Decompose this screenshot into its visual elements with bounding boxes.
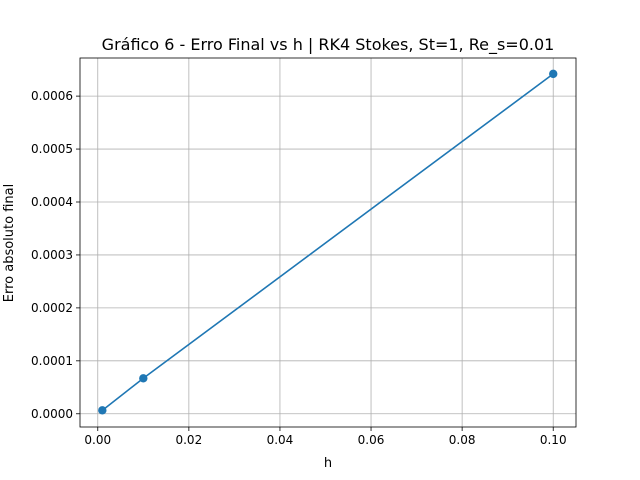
- y-tick-label: 0.0002: [31, 301, 73, 315]
- y-tick-label: 0.0004: [31, 195, 73, 209]
- x-tick-label: 0.04: [267, 433, 294, 447]
- y-tick-label: 0.0006: [31, 89, 73, 103]
- y-tick-label: 0.0000: [31, 407, 73, 421]
- y-tick-label: 0.0001: [31, 354, 73, 368]
- x-tick-label: 0.06: [358, 433, 385, 447]
- x-tick-label: 0.02: [175, 433, 202, 447]
- y-tick-label: 0.0005: [31, 142, 73, 156]
- y-tick-label: 0.0003: [31, 248, 73, 262]
- data-point: [139, 374, 148, 383]
- data-point: [98, 406, 107, 415]
- y-axis-label: Erro absoluto final: [2, 184, 17, 302]
- x-tick-label: 0.10: [540, 433, 567, 447]
- x-axis-label: h: [324, 456, 332, 471]
- y-axis-ticks: 0.0000 0.0001 0.0002 0.0003 0.0004 0.0005 0.00…: [31, 89, 80, 421]
- axes-frame: [79, 57, 577, 428]
- data-point: [549, 69, 558, 79]
- x-tick-label: 0.08: [449, 433, 476, 447]
- chart-title: Gráfico 6 - Erro Final vs h | RK4 Stokes…: [102, 35, 555, 55]
- data-series: [98, 69, 558, 415]
- grid-lines: [80, 58, 576, 427]
- x-tick-label: 0.00: [84, 433, 111, 447]
- plot-frame: [79, 57, 577, 428]
- x-axis-ticks: 0.00 0.02 0.04 0.06 0.08 0.10: [84, 427, 567, 447]
